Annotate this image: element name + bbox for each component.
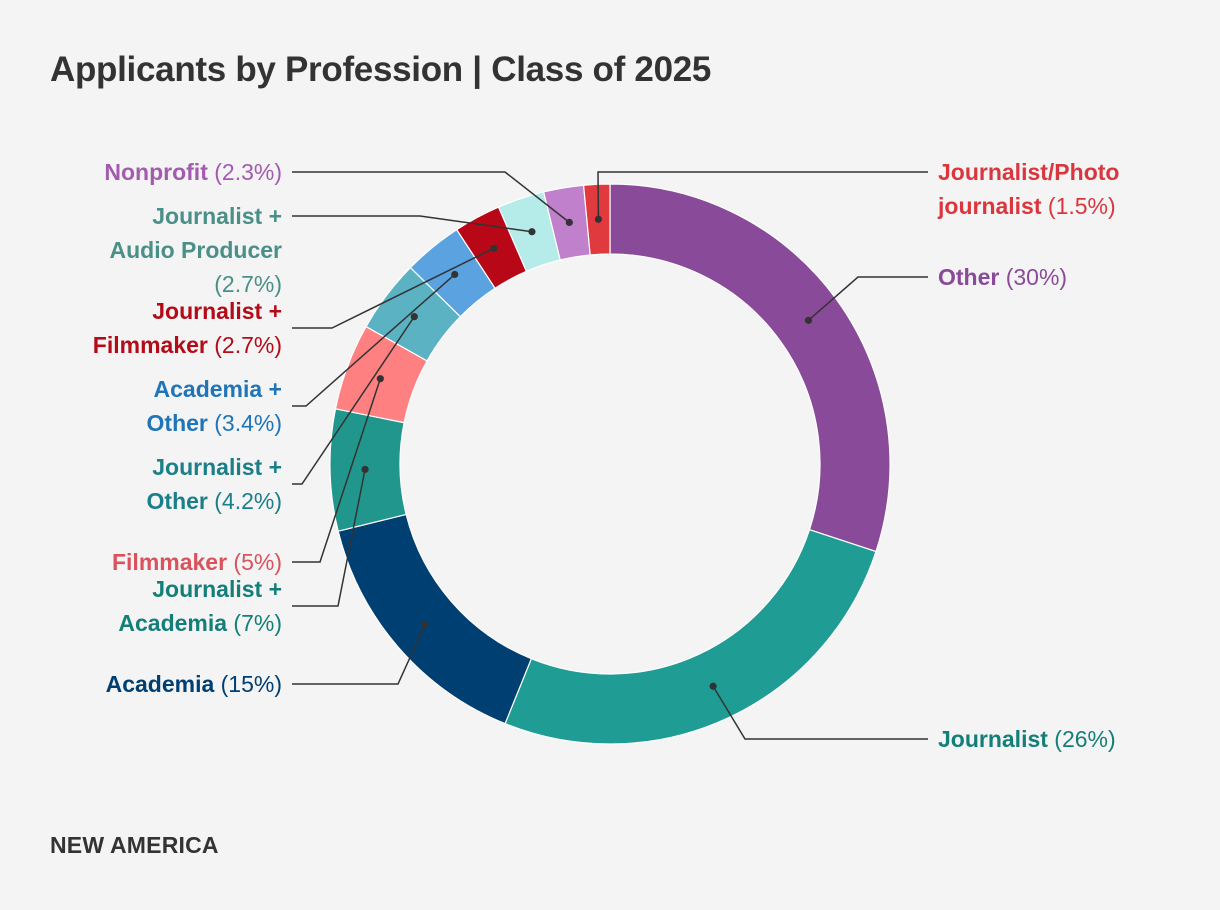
leader-dot-journalist-audio-producer — [528, 228, 536, 236]
label-journalist-photo-journalist: Journalist/Photo journalist (1.5%) — [937, 159, 1119, 219]
leader-line-journalist-photo-journalist — [597, 171, 928, 220]
footer-brand: NEW AMERICA — [50, 832, 219, 858]
chart-title: Applicants by Profession | Class of 2025 — [50, 50, 712, 89]
label-journalist-other: Journalist + Other (4.2%) — [147, 454, 282, 514]
leader-dot-journalist — [709, 682, 717, 690]
label-journalist-audio-producer: Journalist + Audio Producer (2.7%) — [109, 203, 282, 297]
leader-dot-academia-other — [451, 270, 459, 279]
slice-academia[interactable] — [337, 513, 533, 725]
leader-dot-other — [804, 316, 813, 324]
leader-dot-filmmaker — [376, 375, 384, 383]
label-filmmaker: Filmmaker (5%) — [112, 549, 282, 575]
leader-dot-journalist-other — [410, 313, 418, 321]
leader-dot-journalist-filmmaker — [490, 244, 498, 252]
leader-dot-journalist-photo-journalist — [594, 215, 603, 223]
slice-journalist[interactable] — [504, 528, 877, 745]
leader-line-academia-other — [292, 273, 456, 407]
leader-line-journalist-audio-producer — [292, 215, 533, 233]
labels-layer: Other (30%) Journalist (26%) Academia (15%… — [93, 159, 1120, 752]
leader-line-other — [807, 276, 928, 321]
label-nonprofit: Nonprofit (2.3%) — [104, 159, 282, 185]
label-academia-other: Academia + Other (3.4%) — [147, 376, 282, 436]
leader-line-journalist-other — [292, 316, 415, 485]
leader-line-nonprofit — [292, 171, 570, 223]
leader-line-journalist — [712, 685, 928, 740]
slice-other[interactable] — [609, 183, 891, 553]
leader-line-journalist-academia — [292, 469, 366, 607]
label-journalist-academia: Journalist + Academia (7%) — [118, 576, 282, 636]
label-other: Other (30%) — [938, 264, 1067, 290]
leaders-layer — [292, 171, 928, 740]
leader-line-filmmaker — [292, 378, 382, 563]
leader-dot-journalist-academia — [361, 465, 369, 473]
label-academia: Academia (15%) — [106, 671, 282, 697]
leader-dot-academia — [421, 620, 429, 629]
leader-dot-nonprofit — [565, 218, 573, 227]
leader-line-academia — [292, 624, 426, 685]
leader-line-journalist-filmmaker — [292, 247, 495, 329]
label-journalist-filmmaker: Journalist + Filmmaker (2.7%) — [93, 298, 282, 358]
slices-layer — [329, 183, 891, 745]
label-journalist: Journalist (26%) — [938, 726, 1116, 752]
